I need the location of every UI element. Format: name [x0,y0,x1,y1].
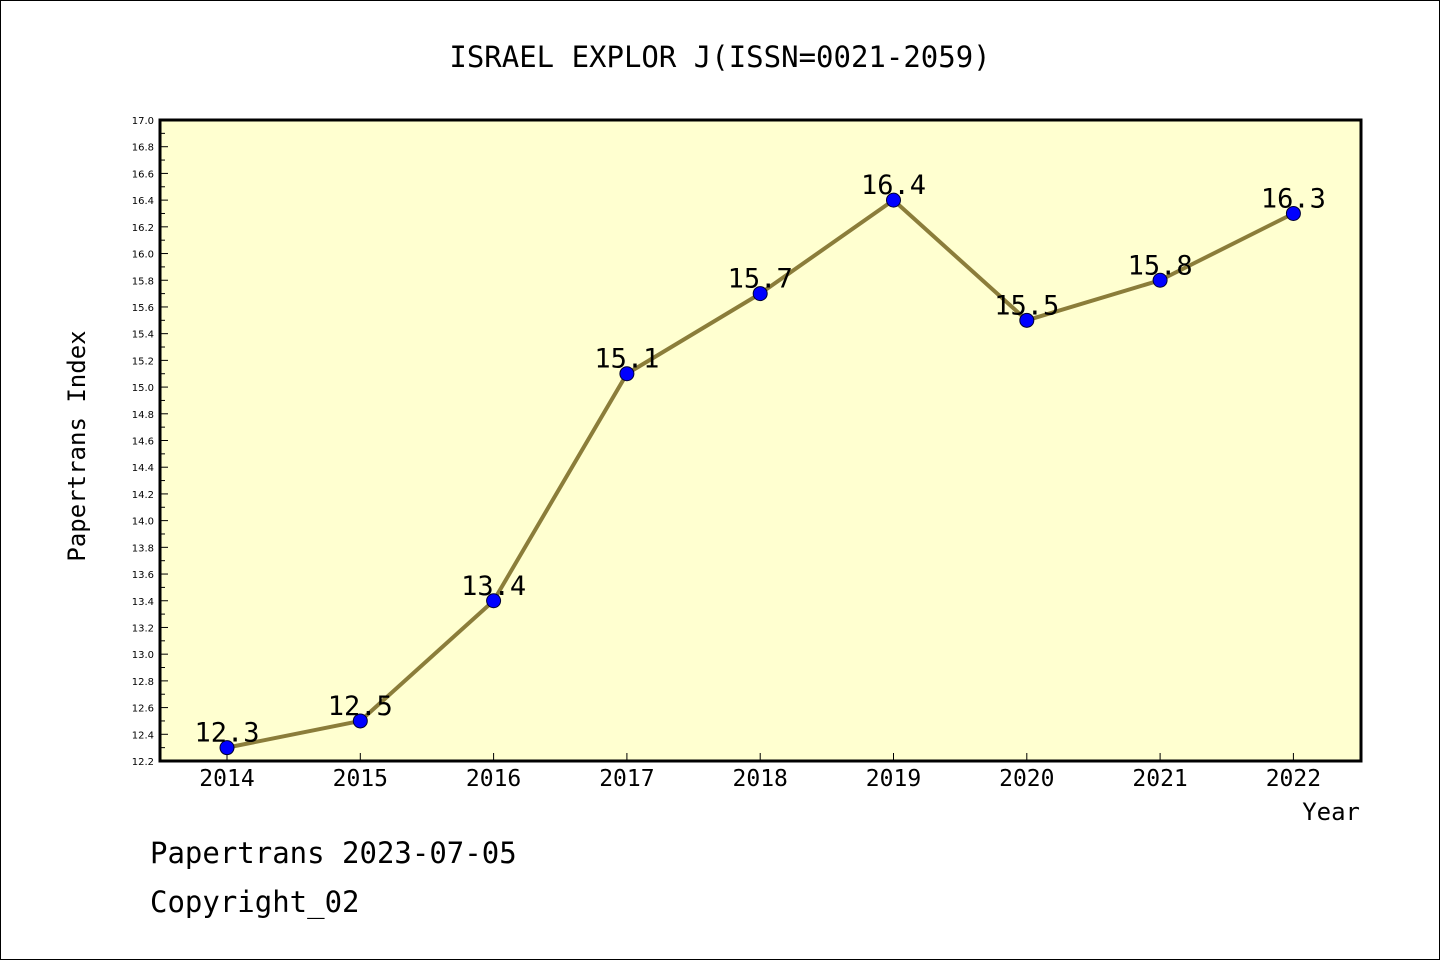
data-label: 15.8 [1128,250,1193,281]
data-label: 12.5 [328,691,393,722]
chart-title: ISRAEL EXPLOR J(ISSN=0021-2059) [449,40,990,74]
y-tick-label: 14.4 [132,463,154,474]
data-label: 15.1 [594,344,659,375]
y-tick-label: 13.8 [132,543,154,554]
y-tick-label: 13.2 [132,623,154,634]
y-tick-label: 16.4 [132,196,154,207]
data-point [352,713,368,729]
y-tick-label: 15.8 [132,276,154,287]
y-tick-label: 12.8 [132,677,154,688]
x-axis-label: Year [1302,798,1360,826]
y-tick-label: 16.0 [132,250,154,261]
y-tick-label: 13.0 [132,650,154,661]
y-tick-label: 12.6 [132,704,154,715]
y-tick-label: 12.4 [132,730,154,741]
y-tick-label: 12.2 [132,757,154,768]
x-tick-label: 2018 [733,766,788,792]
y-tick-label: 14.2 [132,490,154,501]
data-label: 15.7 [728,264,793,295]
y-tick-label: 15.6 [132,303,154,314]
x-axis: 2014 2015 2016 2017 2018 2019 2020 2021 2022 [199,753,1321,792]
y-tick-label: 13.6 [132,570,154,581]
x-tick-label: 2022 [1266,766,1321,792]
data-point [219,740,235,756]
y-tick-label: 14.6 [132,437,154,448]
data-point [1019,312,1035,328]
x-tick-label: 2016 [466,766,521,792]
y-tick-label: 16.8 [132,143,154,154]
data-label: 12.3 [194,718,259,749]
y-tick-label: 17.0 [132,116,154,127]
data-label: 15.5 [994,290,1059,321]
x-tick-label: 2019 [866,766,921,792]
y-tick-label: 15.4 [132,330,154,341]
data-label: 13.4 [461,571,526,602]
x-tick-label: 2014 [199,766,254,792]
data-point [486,593,502,609]
y-tick-label: 15.0 [132,383,154,394]
data-point [886,192,901,208]
data-point [1285,205,1301,221]
footer-copyright: Copyright_02 [150,885,360,919]
y-axis: 12.2 12.4 12.6 12.8 13.0 13.2 13.4 13.6 13.8 14.0… [132,116,168,768]
data-label: 16.3 [1261,183,1326,214]
x-tick-label: 2020 [999,766,1054,792]
y-tick-label: 14.0 [132,517,154,528]
data-point [752,286,768,302]
y-tick-label: 15.2 [132,356,154,367]
x-tick-label: 2015 [333,766,388,792]
data-point [1152,272,1168,288]
x-tick-label: 2017 [599,766,654,792]
y-tick-label: 13.4 [132,597,154,608]
data-label: 16.4 [861,170,926,201]
plot-area [158,118,1363,763]
data-points [219,192,1301,756]
data-point [619,366,635,382]
data-labels: 12.3 12.5 13.4 15.1 15.7 16.4 15.5 15.8 16.3 [194,170,1325,749]
y-tick-label: 14.8 [132,410,154,421]
y-tick-label: 16.2 [132,223,154,234]
x-tick-label: 2021 [1132,766,1187,792]
y-tick-label: 16.6 [132,169,154,180]
footer-date: Papertrans 2023-07-05 [150,836,517,870]
y-axis-label: Papertrans Index [63,330,91,561]
